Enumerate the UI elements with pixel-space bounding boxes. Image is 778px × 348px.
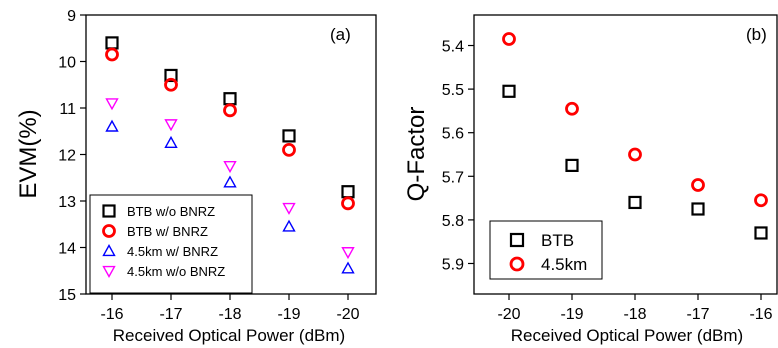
data-point — [341, 196, 355, 211]
x-tick-label: -16 — [749, 306, 772, 323]
legend-marker — [102, 265, 116, 278]
data-point — [691, 178, 705, 192]
data-point — [105, 47, 119, 62]
panel-a-y-axis: 9 10 11 12 13 14 15 — [58, 8, 86, 304]
data-point — [105, 98, 119, 111]
legend-marker — [102, 204, 116, 218]
y-tick-label: 11 — [59, 101, 76, 118]
panel-b-y-axis-title: Q-Factor — [403, 107, 430, 202]
data-point — [282, 219, 296, 232]
y-tick-label: 5.8 — [442, 213, 464, 230]
legend-marker — [509, 256, 525, 272]
panel-a-data-marks — [105, 36, 355, 274]
y-tick-label: 9 — [67, 8, 76, 25]
panel-b-y-axis: 5.4 5.5 5.6 5.7 5.8 5.9 — [442, 39, 474, 273]
chart-panel-b: 5.4 5.5 5.6 5.7 5.8 5.9 -20 -19 -18 -17 -16 (b) Q… — [403, 14, 778, 345]
y-tick-label: 12 — [58, 148, 76, 165]
panel-b-legend-box — [489, 220, 603, 280]
y-tick-label: 5.9 — [442, 256, 464, 273]
data-point — [341, 261, 355, 274]
data-point — [105, 36, 119, 50]
legend-label: BTB w/ BNRZ — [127, 224, 208, 239]
x-tick-label: -17 — [686, 306, 709, 323]
data-point — [105, 119, 119, 132]
y-tick-label: 5.7 — [442, 169, 464, 186]
panel-b-plot-frame — [473, 14, 778, 295]
data-point — [164, 77, 178, 92]
x-tick-label: -18 — [218, 306, 241, 323]
data-point — [282, 129, 296, 143]
x-tick-label: -19 — [277, 306, 300, 323]
data-point — [223, 103, 237, 118]
data-point — [565, 101, 579, 116]
panel-a-x-axis: -16 -17 -18 -19 -20 — [100, 294, 360, 323]
y-tick-label: 10 — [58, 55, 76, 72]
panel-b-x-axis-title: Received Optical Power (dBm) — [511, 326, 743, 345]
data-point — [164, 119, 178, 132]
panel-a-label: (a) — [330, 25, 351, 44]
data-point — [754, 193, 768, 208]
data-point — [282, 202, 296, 215]
panel-b-label: (b) — [746, 25, 767, 44]
y-tick-label: 5.4 — [442, 39, 464, 56]
legend-label: 4.5km — [541, 255, 587, 274]
legend-marker — [102, 224, 116, 238]
data-point — [164, 135, 178, 148]
x-tick-label: -20 — [336, 306, 359, 323]
data-point — [164, 68, 178, 83]
panel-a-legend-box — [89, 194, 253, 294]
y-tick-label: 5.5 — [442, 82, 464, 99]
panel-a-x-axis-title: Received Optical Power (dBm) — [113, 326, 345, 345]
data-point — [282, 142, 296, 157]
data-point — [223, 175, 237, 188]
chart-panel-a: 9 10 11 12 13 14 15 -16 -17 -18 -19 -20 (a) EVM(%)… — [15, 8, 377, 345]
data-point — [628, 195, 642, 210]
panel-a-legend: BTB w/o BNRZ BTB w/ BNRZ 4.5km w/ BNRZ 4.5k… — [89, 194, 253, 294]
x-tick-label: -20 — [497, 306, 520, 323]
data-point — [223, 161, 237, 174]
panel-a-y-axis-title: EVM(%) — [15, 109, 42, 198]
data-point — [502, 84, 516, 98]
panel-b-legend: BTB 4.5km — [489, 220, 603, 280]
data-point — [341, 185, 355, 199]
x-tick-label: -17 — [159, 306, 182, 323]
y-tick-label: 5.6 — [442, 126, 464, 143]
legend-marker — [102, 244, 116, 257]
data-point — [502, 32, 516, 46]
x-tick-label: -19 — [560, 306, 583, 323]
data-point — [628, 147, 642, 162]
panel-b-x-axis: -20 -19 -18 -17 -16 — [497, 294, 773, 323]
legend-label: 4.5km w/o BNRZ — [127, 264, 225, 279]
data-point — [691, 202, 705, 216]
legend-label: 4.5km w/ BNRZ — [127, 244, 218, 259]
x-tick-label: -16 — [100, 306, 123, 323]
panel-b-data-marks — [502, 32, 768, 240]
y-tick-label: 14 — [58, 241, 76, 258]
legend-label: BTB — [541, 231, 574, 250]
legend-label: BTB w/o BNRZ — [127, 204, 215, 219]
x-tick-label: -18 — [623, 306, 646, 323]
y-tick-label: 13 — [58, 194, 76, 211]
data-point — [565, 158, 579, 172]
legend-marker — [509, 232, 525, 248]
data-point — [223, 92, 237, 106]
y-tick-label: 15 — [58, 287, 76, 304]
data-point — [341, 247, 355, 260]
data-point — [754, 226, 768, 240]
